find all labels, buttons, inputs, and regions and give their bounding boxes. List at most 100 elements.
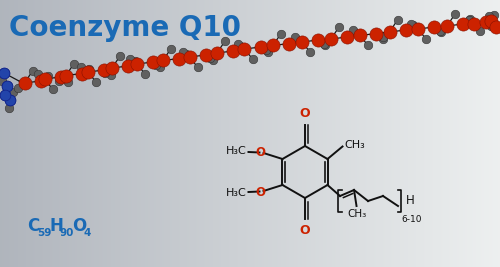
Point xyxy=(408,23,416,27)
Point xyxy=(292,36,300,41)
Point xyxy=(248,57,256,61)
Point xyxy=(335,25,343,29)
Point xyxy=(320,42,328,46)
Point xyxy=(8,90,16,94)
Text: 90: 90 xyxy=(60,228,74,238)
Text: H: H xyxy=(50,217,64,235)
Point xyxy=(70,61,78,66)
Point xyxy=(36,79,44,83)
Point xyxy=(470,22,478,26)
Point xyxy=(451,12,459,16)
Point xyxy=(487,23,495,28)
Point xyxy=(77,65,85,69)
Point xyxy=(149,60,157,64)
Point xyxy=(182,51,190,56)
Point xyxy=(378,35,386,39)
Point xyxy=(256,45,264,49)
Point xyxy=(343,35,351,39)
Point xyxy=(234,42,241,46)
Point xyxy=(264,50,272,54)
Point xyxy=(430,25,438,29)
Point xyxy=(236,44,244,48)
Point xyxy=(349,28,357,33)
Point xyxy=(1,92,9,97)
Point xyxy=(141,72,149,76)
Point xyxy=(131,59,139,63)
Point xyxy=(85,66,93,71)
Point xyxy=(5,106,13,110)
Point xyxy=(124,64,132,68)
Text: O: O xyxy=(72,217,87,235)
Text: 59: 59 xyxy=(38,228,52,238)
Text: O: O xyxy=(300,224,310,237)
Point xyxy=(202,53,209,57)
Point xyxy=(350,30,358,34)
Point xyxy=(178,50,186,54)
Point xyxy=(422,37,430,41)
Point xyxy=(28,69,36,73)
Point xyxy=(152,63,160,68)
Point xyxy=(485,14,493,18)
Point xyxy=(269,43,277,48)
Point xyxy=(44,74,52,78)
Point xyxy=(356,33,364,38)
Point xyxy=(386,30,394,34)
Point xyxy=(6,97,14,102)
Text: CH₃: CH₃ xyxy=(347,209,366,219)
Point xyxy=(100,68,108,72)
Point xyxy=(285,41,293,46)
Point xyxy=(394,18,402,22)
Point xyxy=(327,37,335,41)
Point xyxy=(364,43,372,48)
Point xyxy=(487,19,495,23)
Point xyxy=(1,92,9,97)
Point xyxy=(476,29,484,33)
Point xyxy=(492,25,500,29)
Point xyxy=(175,56,183,61)
Point xyxy=(40,77,48,81)
Text: Coenzyme Q10: Coenzyme Q10 xyxy=(9,14,241,42)
Point xyxy=(291,35,299,39)
Point xyxy=(101,71,109,75)
Text: 6-10: 6-10 xyxy=(402,214,422,223)
Point xyxy=(156,65,164,69)
Point xyxy=(306,50,314,54)
Point xyxy=(64,80,72,84)
Point xyxy=(437,30,445,34)
Point xyxy=(107,73,115,77)
Point xyxy=(3,84,11,88)
Point xyxy=(14,86,22,90)
Point xyxy=(6,97,14,102)
Point xyxy=(78,71,86,76)
Text: CH₃: CH₃ xyxy=(344,140,366,151)
Point xyxy=(206,56,214,60)
Point xyxy=(221,39,229,43)
Point xyxy=(20,81,28,85)
Point xyxy=(459,22,467,26)
Point xyxy=(414,27,422,31)
Point xyxy=(321,43,329,47)
Point xyxy=(55,78,63,83)
Point xyxy=(34,72,42,76)
Text: O: O xyxy=(255,146,265,159)
Point xyxy=(84,70,92,74)
Point xyxy=(465,18,473,22)
Point xyxy=(126,57,134,61)
Point xyxy=(229,49,237,53)
Point xyxy=(298,40,306,44)
Point xyxy=(482,20,490,24)
Point xyxy=(402,28,409,32)
Point xyxy=(0,71,8,75)
Text: O: O xyxy=(300,107,310,120)
Text: H₃C: H₃C xyxy=(226,188,246,198)
Point xyxy=(133,62,141,66)
Point xyxy=(240,47,248,51)
Point xyxy=(167,46,175,51)
Text: H₃C: H₃C xyxy=(226,146,246,156)
Point xyxy=(0,71,8,75)
Point xyxy=(314,38,322,42)
Point xyxy=(116,54,124,58)
Point xyxy=(213,51,221,55)
Point xyxy=(62,73,70,78)
Point xyxy=(56,75,64,79)
